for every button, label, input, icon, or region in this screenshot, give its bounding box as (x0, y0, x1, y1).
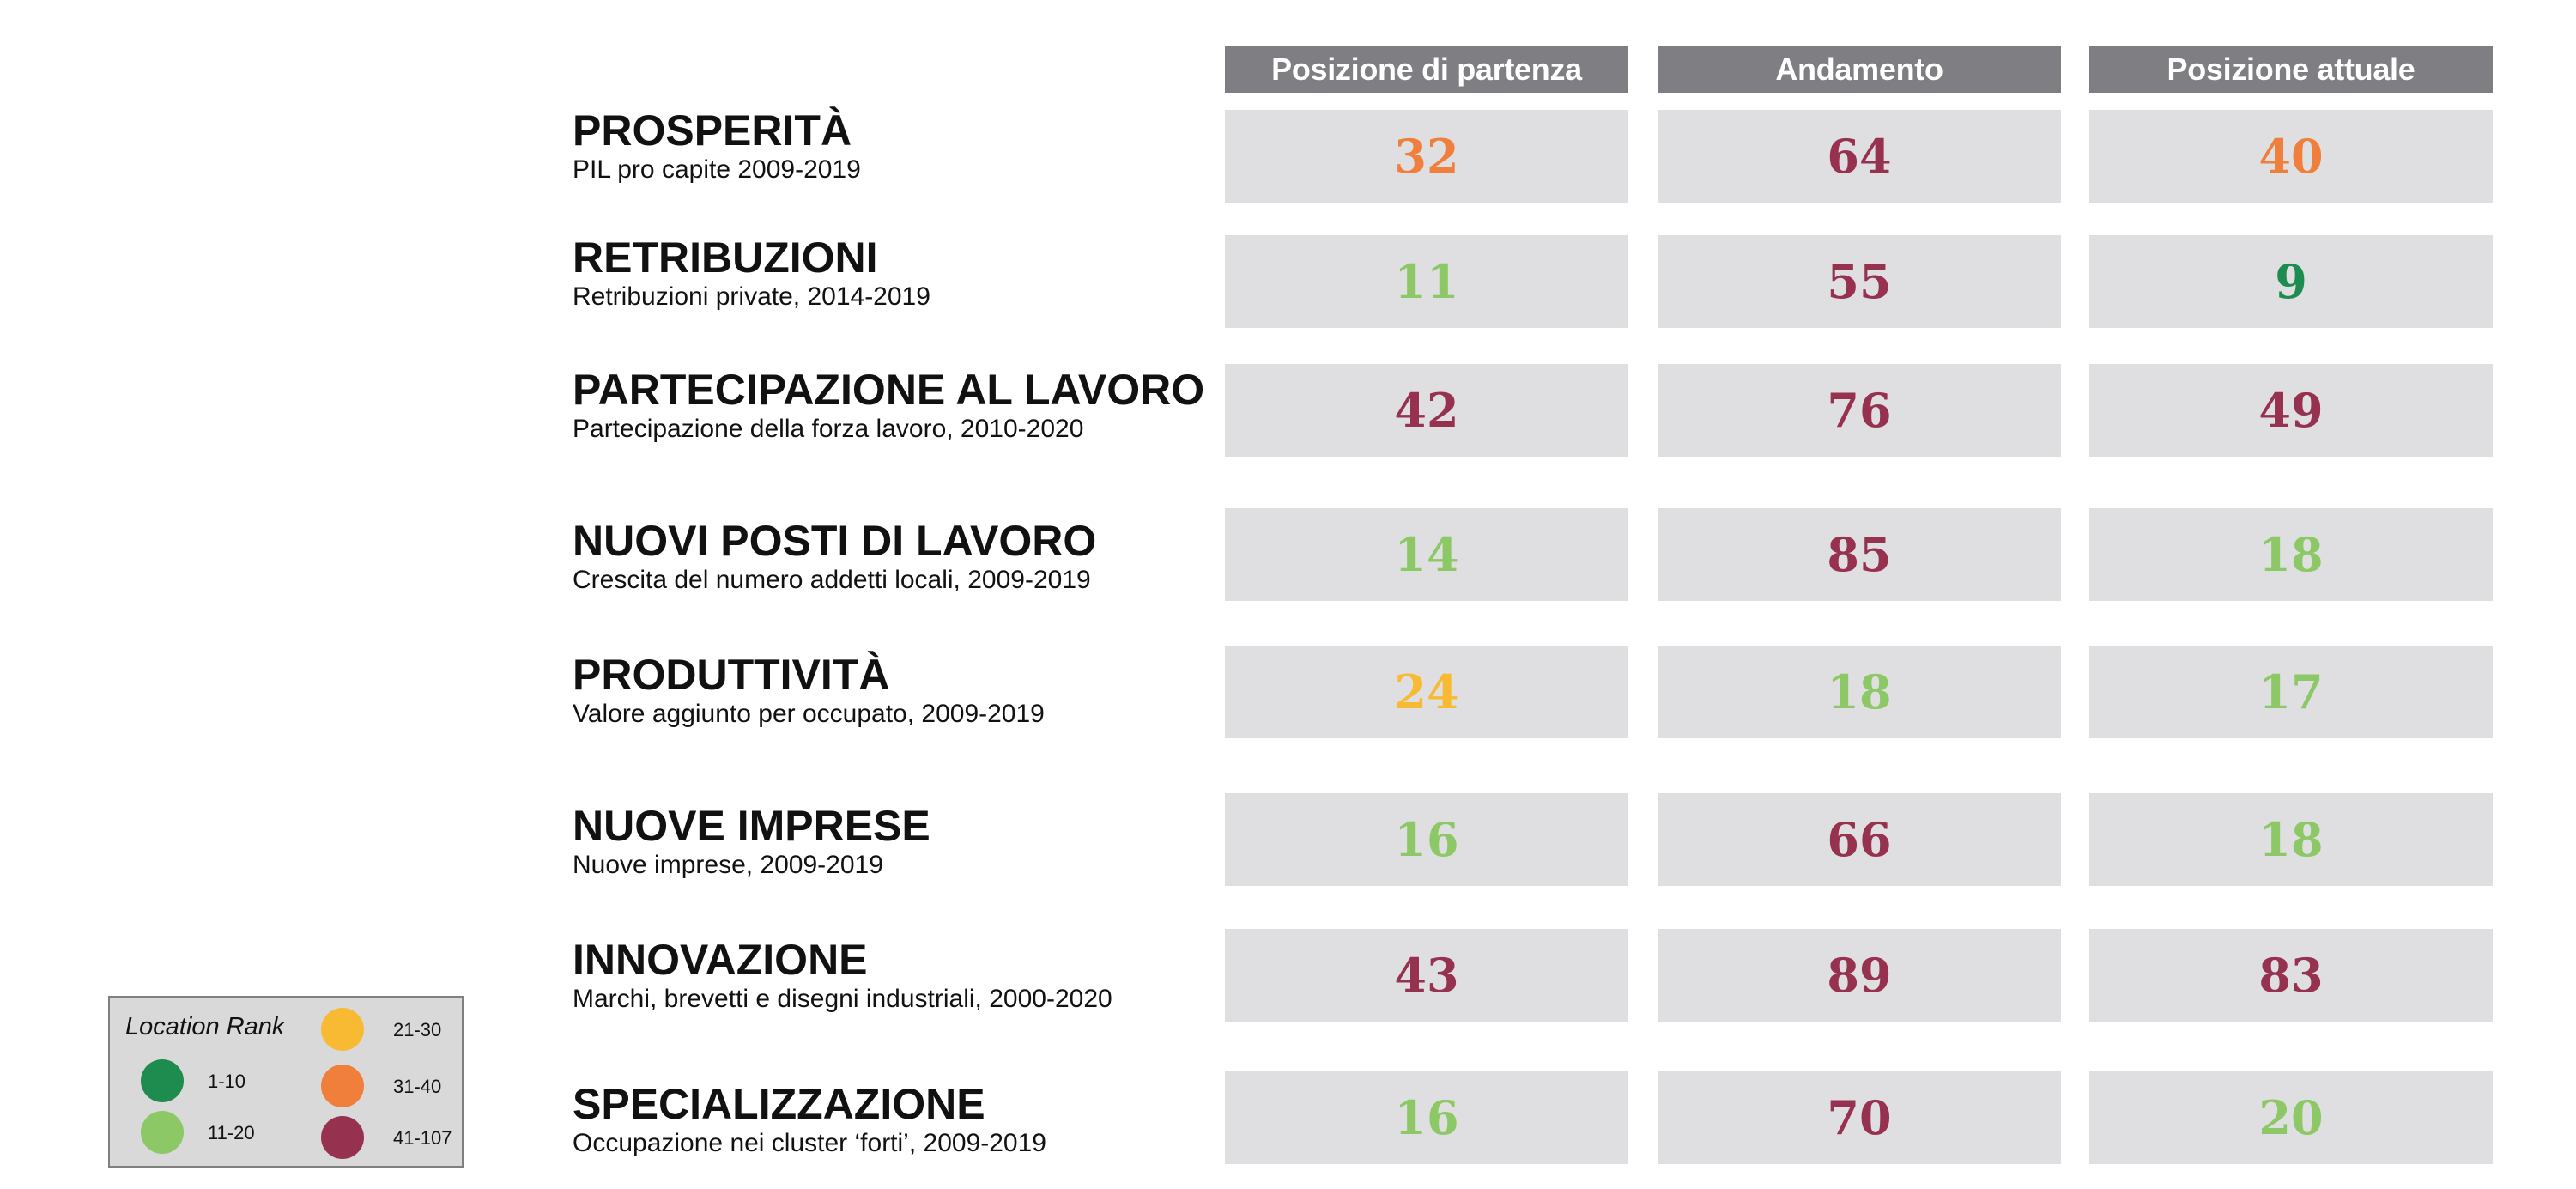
rank-cell-trend: 76 (1658, 364, 2061, 457)
row-subtitle: Crescita del numero addetti locali, 2009… (573, 566, 1091, 594)
row-title: PROSPERITÀ (573, 106, 852, 155)
rank-cell-trend: 89 (1658, 929, 2061, 1022)
rank-cell-current-position: 20 (2089, 1071, 2493, 1164)
row-subtitle: Partecipazione della forza lavoro, 2010-… (573, 415, 1084, 443)
rank-cell-starting-position: 16 (1225, 793, 1628, 886)
legend-label-11-20: 11-20 (208, 1122, 255, 1144)
row-subtitle: PIL pro capite 2009-2019 (573, 155, 861, 184)
legend-dot-1-10 (141, 1059, 184, 1102)
row-label: PROSPERITÀ PIL pro capite 2009-2019 (573, 106, 1208, 185)
row-title: SPECIALIZZAZIONE (573, 1080, 985, 1128)
rank-cell-trend: 18 (1658, 646, 2061, 738)
column-header-starting-position: Posizione di partenza (1225, 46, 1628, 93)
row-subtitle: Retribuzioni private, 2014-2019 (573, 282, 930, 311)
row-label: INNOVAZIONE Marchi, brevetti e disegni in… (573, 936, 1208, 1015)
rank-cell-starting-position: 16 (1225, 1071, 1628, 1164)
rank-cell-starting-position: 43 (1225, 929, 1628, 1022)
row-label: PARTECIPAZIONE AL LAVORO Partecipazione d… (573, 366, 1208, 445)
row-label: NUOVE IMPRESE Nuove imprese, 2009-2019 (573, 802, 1208, 881)
rank-cell-current-position: 17 (2089, 646, 2493, 738)
row-title: PARTECIPAZIONE AL LAVORO (573, 366, 1205, 414)
rank-cell-current-position: 18 (2089, 793, 2493, 886)
rank-cell-current-position: 40 (2089, 110, 2493, 203)
rank-cell-current-position: 83 (2089, 929, 2493, 1022)
legend: Location Rank 1-10 11-20 21-30 31-40 41-… (108, 996, 464, 1168)
rank-cell-starting-position: 32 (1225, 110, 1628, 203)
row-title: NUOVE IMPRESE (573, 802, 930, 850)
legend-dot-21-30 (321, 1008, 364, 1051)
row-title: PRODUTTIVITÀ (573, 651, 890, 699)
row-label: RETRIBUZIONI Retribuzioni private, 2014-2… (573, 234, 1208, 312)
row-subtitle: Marchi, brevetti e disegni industriali, … (573, 985, 1112, 1013)
row-subtitle: Occupazione nei cluster ‘forti’, 2009-20… (573, 1129, 1046, 1157)
rank-cell-trend: 70 (1658, 1071, 2061, 1164)
rank-cell-current-position: 9 (2089, 235, 2493, 328)
rank-cell-current-position: 18 (2089, 508, 2493, 601)
rank-cell-starting-position: 11 (1225, 235, 1628, 328)
legend-dot-41-107 (321, 1116, 364, 1159)
rank-cell-current-position: 49 (2089, 364, 2493, 457)
column-header-current-position: Posizione attuale (2089, 46, 2493, 93)
row-title: RETRIBUZIONI (573, 234, 878, 282)
rank-cell-trend: 66 (1658, 793, 2061, 886)
rank-cell-starting-position: 14 (1225, 508, 1628, 601)
row-label: PRODUTTIVITÀ Valore aggiunto per occupato… (573, 651, 1208, 730)
rank-cell-trend: 85 (1658, 508, 2061, 601)
row-title: INNOVAZIONE (573, 936, 868, 984)
row-label: SPECIALIZZAZIONE Occupazione nei cluster … (573, 1080, 1208, 1159)
legend-label-1-10: 1-10 (208, 1071, 246, 1092)
legend-dot-11-20 (141, 1111, 184, 1154)
rank-cell-starting-position: 42 (1225, 364, 1628, 457)
rank-cell-trend: 55 (1658, 235, 2061, 328)
row-subtitle: Valore aggiunto per occupato, 2009-2019 (573, 700, 1045, 728)
legend-label-41-107: 41-107 (393, 1127, 452, 1149)
row-label: NUOVI POSTI DI LAVORO Crescita del numero… (573, 517, 1208, 596)
column-header-trend: Andamento (1658, 46, 2061, 93)
row-title: NUOVI POSTI DI LAVORO (573, 517, 1097, 565)
row-subtitle: Nuove imprese, 2009-2019 (573, 851, 883, 879)
rank-cell-trend: 64 (1658, 110, 2061, 203)
legend-dot-31-40 (321, 1065, 364, 1107)
legend-label-21-30: 21-30 (393, 1019, 442, 1040)
legend-label-31-40: 31-40 (393, 1076, 442, 1097)
legend-title: Location Rank (125, 1013, 285, 1040)
rank-cell-starting-position: 24 (1225, 646, 1628, 738)
